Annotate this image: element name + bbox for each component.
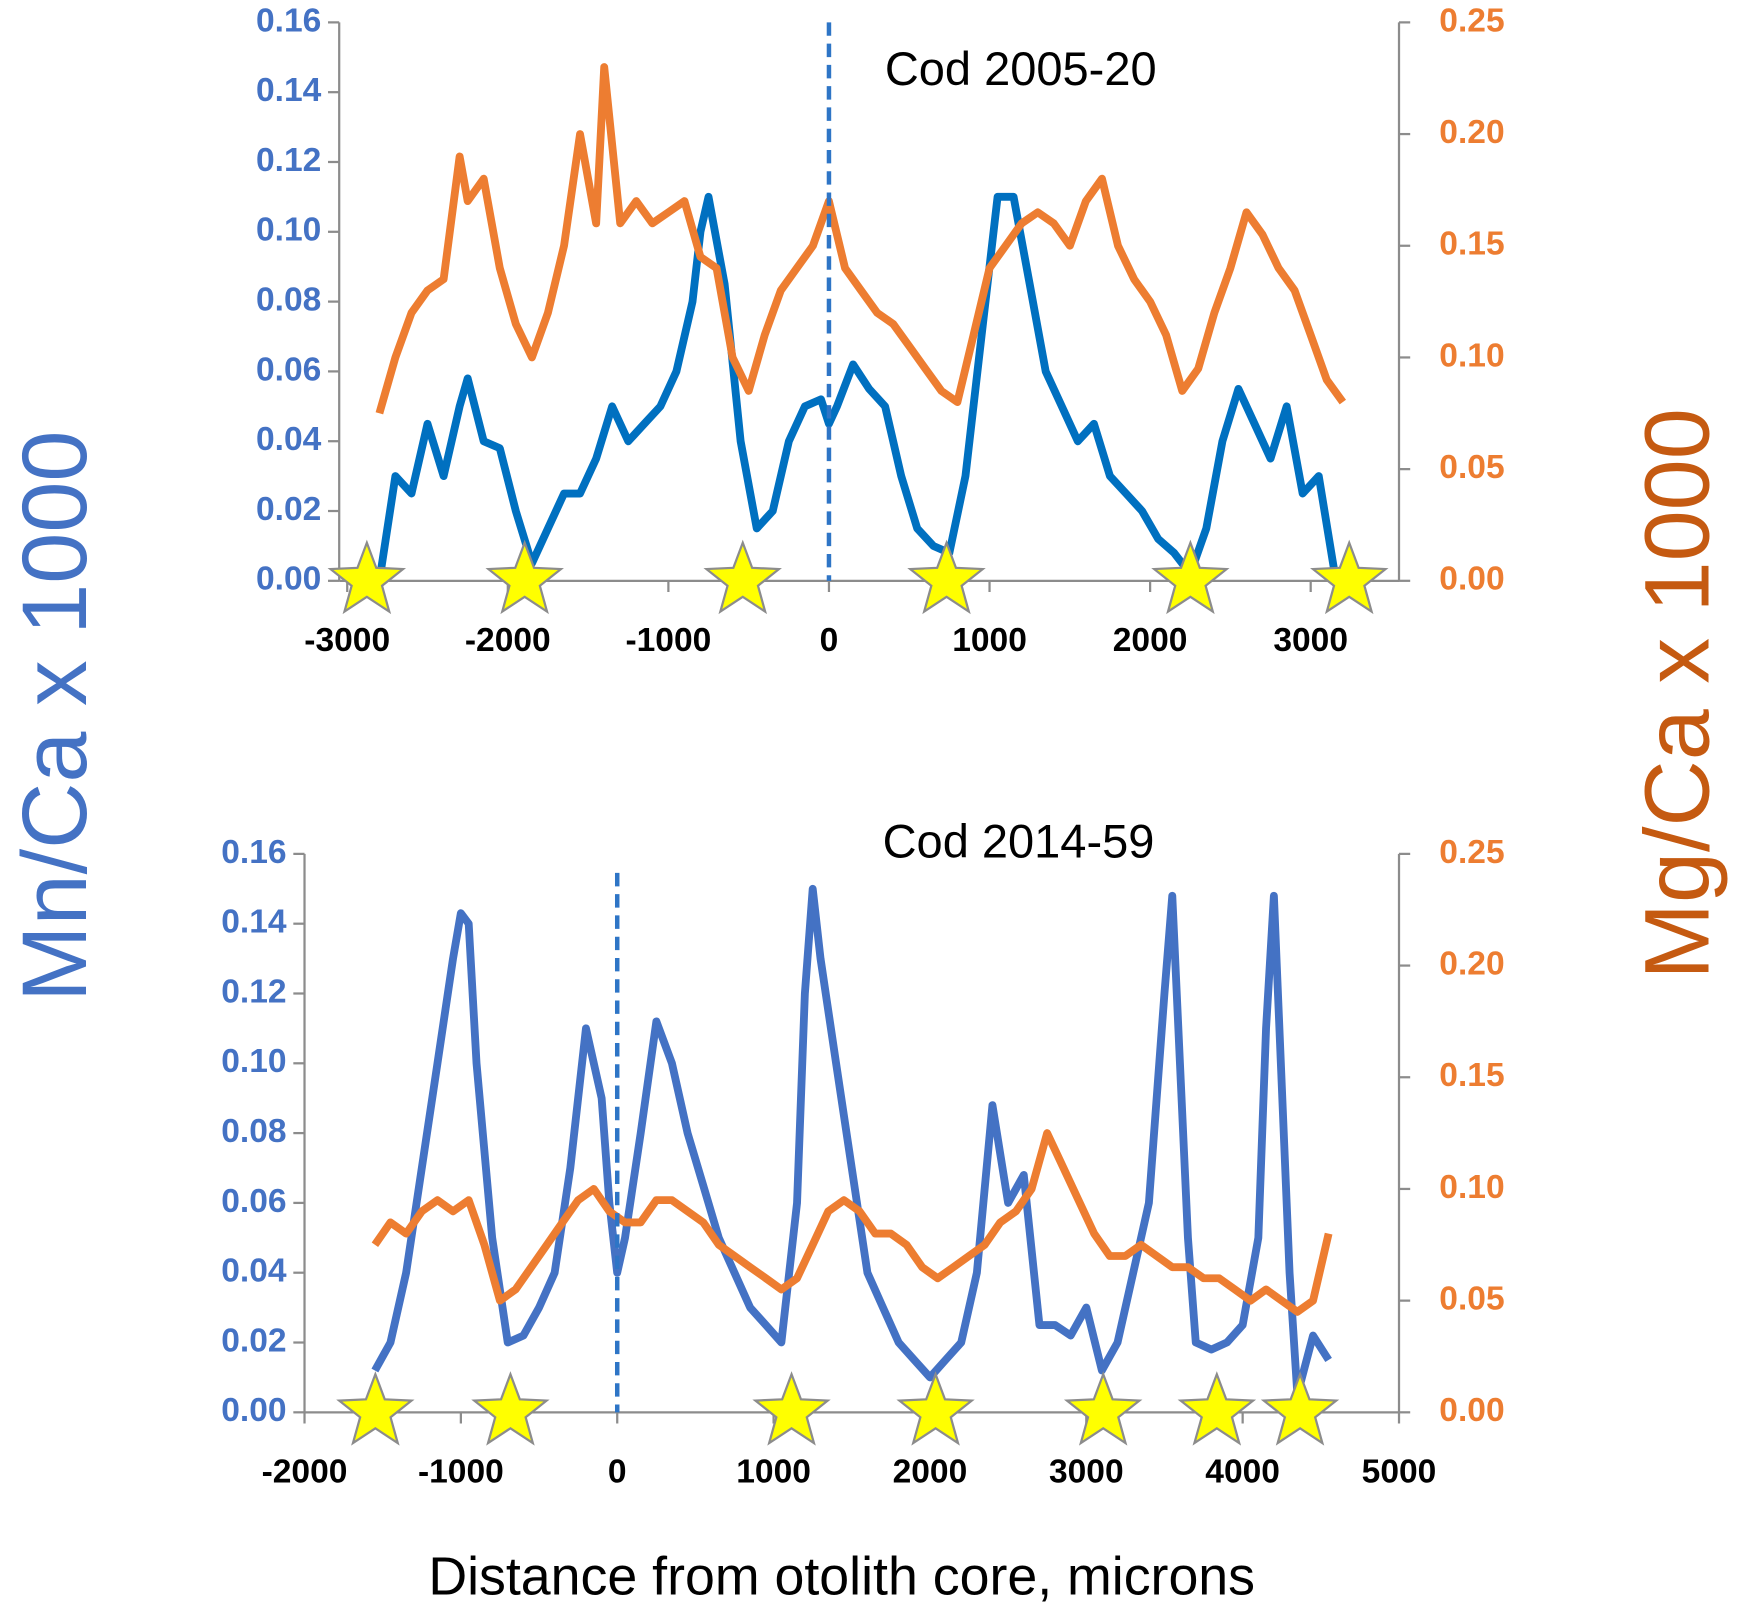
y2-tick-label: 0.00 [1439, 1392, 1504, 1429]
x-tick-label: 1000 [736, 1454, 811, 1491]
x-tick-label: 4000 [1205, 1454, 1280, 1491]
y2-tick-label: 0.25 [1439, 834, 1504, 871]
y2-tick-label: 0.00 [1439, 561, 1504, 598]
x-tick-label: 2000 [1113, 622, 1188, 659]
y2-tick-label: 0.15 [1439, 1057, 1504, 1094]
y-tick-label: 0.04 [256, 421, 322, 458]
x-tick-label: 2000 [893, 1454, 968, 1491]
x-tick-label: -3000 [304, 622, 390, 659]
y2-tick-label: 0.10 [1439, 1169, 1504, 1206]
y-tick-label: 0.02 [221, 1322, 286, 1359]
x-tick-label: -1000 [418, 1454, 504, 1491]
y-tick-label: 0.14 [221, 904, 287, 941]
x-tick-label: -2000 [262, 1454, 348, 1491]
data-line [371, 884, 1332, 1399]
y-tick-label: 0.16 [221, 834, 286, 871]
y2-tick-label: 0.25 [1439, 2, 1504, 39]
x-tick-label: 0 [608, 1454, 627, 1491]
x-tick-label: 1000 [952, 622, 1027, 659]
x-axis-label: Distance from otolith core, microns [428, 1546, 1255, 1606]
y-tick-label: 0.00 [221, 1392, 286, 1429]
star-marker [752, 1371, 831, 1446]
y-tick-label: 0.06 [221, 1183, 286, 1220]
y2-axis-label: Mg/Ca x 1000 [1627, 408, 1729, 979]
x-tick-label: -1000 [625, 622, 711, 659]
x-tick-label: 3000 [1049, 1454, 1124, 1491]
y-tick-label: 0.14 [256, 72, 322, 109]
y-tick-label: 0.12 [256, 142, 321, 179]
star-marker [896, 1371, 975, 1446]
y2-tick-label: 0.15 [1439, 226, 1504, 263]
y2-tick-label: 0.05 [1439, 1281, 1504, 1318]
y-tick-label: 0.02 [256, 491, 321, 528]
y2-tick-label: 0.05 [1439, 449, 1504, 486]
y2-tick-label: 0.20 [1439, 945, 1504, 982]
star-marker [485, 539, 564, 615]
y-tick-label: 0.16 [256, 2, 321, 39]
data-line [375, 63, 1347, 415]
star-marker [1310, 539, 1389, 615]
y-tick-label: 0.06 [256, 351, 321, 388]
y-tick-label: 0.12 [221, 973, 286, 1010]
star-marker [1260, 1371, 1340, 1446]
y-tick-label: 0.04 [221, 1253, 287, 1290]
y2-tick-label: 0.10 [1439, 337, 1504, 374]
star-marker [1151, 539, 1230, 615]
star-marker [907, 539, 986, 615]
star-marker [336, 1371, 415, 1446]
x-tick-label: 5000 [1362, 1454, 1437, 1491]
chart-title: Cod 2005-20 [885, 42, 1157, 95]
star-marker [327, 539, 407, 615]
chart-title: Cod 2014-59 [883, 814, 1155, 867]
star-marker [703, 539, 782, 615]
x-tick-label: 3000 [1273, 622, 1348, 659]
data-line [371, 1129, 1333, 1316]
star-marker [1063, 1371, 1143, 1446]
data-line [375, 192, 1339, 582]
star-marker [1177, 1371, 1257, 1446]
y2-tick-label: 0.20 [1439, 114, 1504, 151]
y-axis-label: Mn/Ca x 1000 [4, 431, 106, 1002]
y-tick-label: 0.08 [221, 1113, 286, 1150]
y-tick-label: 0.00 [256, 561, 321, 598]
y-tick-label: 0.08 [256, 281, 321, 318]
x-tick-label: -2000 [465, 622, 551, 659]
star-marker [471, 1371, 550, 1446]
x-tick-label: 0 [820, 622, 839, 659]
y-tick-label: 0.10 [221, 1043, 286, 1080]
y-tick-label: 0.10 [256, 212, 321, 249]
